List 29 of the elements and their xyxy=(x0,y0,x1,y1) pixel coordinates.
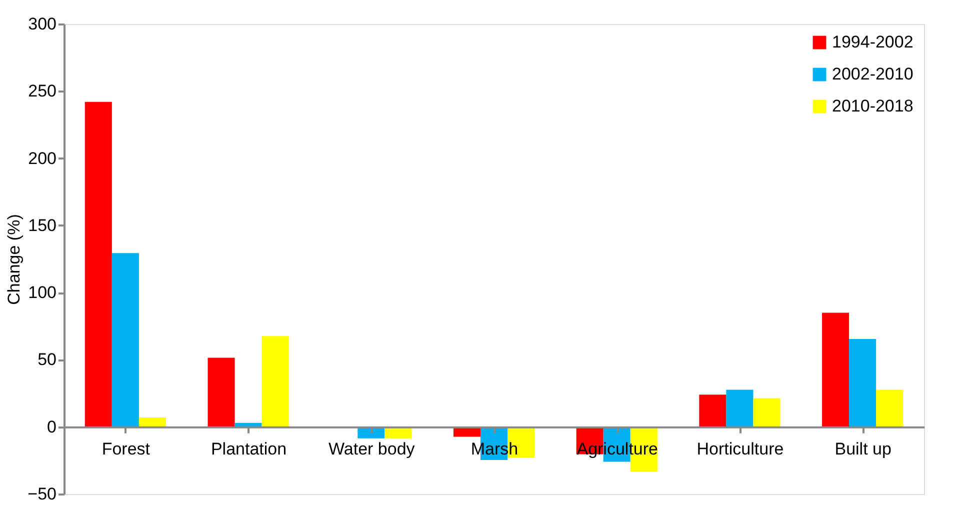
y-tick-label: 0 xyxy=(47,417,56,436)
x-tick-label: Plantation xyxy=(210,439,287,458)
bar xyxy=(138,417,166,427)
bar xyxy=(753,398,780,427)
bar xyxy=(208,358,235,427)
x-tick-label: Water body xyxy=(328,439,416,458)
bar xyxy=(849,339,876,427)
bar xyxy=(822,312,850,427)
bar xyxy=(262,336,289,427)
y-tick-label: 100 xyxy=(28,283,56,302)
y-tick-label: 200 xyxy=(28,148,56,168)
x-tick-label: Agriculture xyxy=(576,439,658,458)
y-tick-label: 250 xyxy=(28,82,56,101)
y-tick-label: 50 xyxy=(38,350,56,370)
y-tick-label: 300 xyxy=(28,14,56,34)
y-tick-label: −50 xyxy=(28,484,56,504)
x-tick-label: Forest xyxy=(102,439,150,458)
legend-label: 2010-2018 xyxy=(832,96,914,116)
x-tick-label: Horticulture xyxy=(696,439,784,458)
legend-label: 1994-2002 xyxy=(832,32,914,52)
x-tick-label: Built up xyxy=(834,439,892,458)
y-tick-label: 150 xyxy=(28,216,56,235)
bar xyxy=(876,390,904,427)
bar xyxy=(726,390,754,427)
y-axis-title: Change (%) xyxy=(4,214,24,305)
bar xyxy=(699,394,726,427)
bar xyxy=(112,253,139,427)
legend-label: 2002-2010 xyxy=(832,64,914,84)
bar xyxy=(84,102,112,427)
